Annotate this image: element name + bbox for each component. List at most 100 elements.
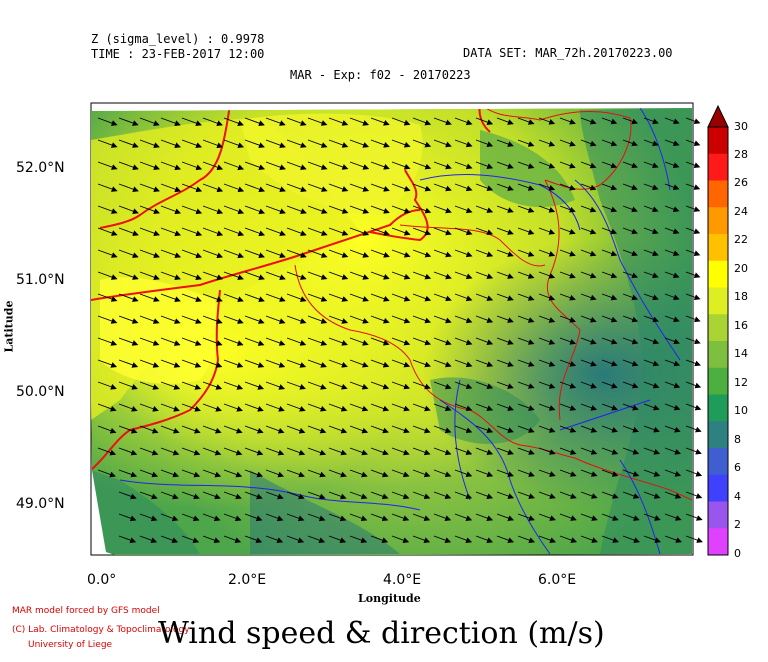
wind-arrow [265, 139, 286, 149]
wind-arrow [97, 271, 118, 280]
wind-arrow [349, 469, 368, 478]
wind-arrow [412, 447, 431, 456]
wind-arrow [202, 337, 223, 346]
wind-arrow [538, 227, 556, 235]
wind-arrow [160, 249, 182, 259]
wind-arrow [496, 183, 514, 191]
lon-tick-2: 2.0°E [228, 572, 267, 588]
wind-arrow [244, 161, 266, 171]
wind-arrow [622, 469, 640, 477]
wind-arrow [685, 469, 703, 477]
wind-arrow [391, 271, 411, 280]
wind-arrow [475, 161, 494, 170]
wind-arrow [265, 469, 285, 478]
wind-arrow [433, 425, 452, 434]
wind-arrow [412, 227, 432, 236]
wind-arrow [349, 117, 370, 126]
wind-arrow [370, 425, 389, 434]
wind-arrow [181, 139, 203, 149]
wind-arrow [370, 161, 390, 170]
wind-arrow [160, 315, 181, 324]
wind-arrow [307, 381, 327, 390]
wind-arrow [475, 249, 494, 258]
wind-arrow [664, 293, 680, 301]
wind-arrow [664, 425, 681, 433]
wind-arrow [580, 249, 597, 257]
wind-arrow [181, 469, 201, 478]
wind-arrow [454, 293, 473, 302]
wind-arrow [580, 161, 597, 169]
wind-arrow [286, 293, 307, 302]
colorbar-label: 16 [734, 319, 748, 332]
colorbar-label: 10 [734, 404, 748, 417]
wind-arrow [160, 535, 179, 544]
colorbar-swatch [708, 394, 728, 422]
wind-arrow [160, 359, 181, 368]
wind-arrow [307, 491, 326, 500]
wind-arrow [601, 315, 618, 323]
wind-arrow [601, 491, 619, 499]
wind-arrow [559, 469, 577, 477]
wind-arrow [559, 337, 577, 345]
wind-arrow [412, 183, 432, 192]
wind-arrow [433, 117, 452, 126]
wind-arrow [664, 249, 680, 257]
wind-arrow [433, 381, 452, 390]
wind-arrow [223, 271, 244, 281]
wind-arrow [454, 205, 473, 214]
wind-arrow [454, 425, 473, 434]
wind-arrow [328, 117, 349, 126]
wind-arrow [412, 337, 432, 346]
wind-arrow [433, 403, 452, 412]
wind-arrow [664, 403, 681, 411]
wind-arrow [265, 535, 284, 544]
wind-arrow [118, 271, 139, 280]
wind-arrow [307, 447, 327, 456]
wind-arrow [685, 293, 701, 301]
wind-arrow [496, 293, 514, 301]
wind-arrow [454, 271, 473, 280]
colorbar-label: 6 [734, 461, 741, 474]
wind-arrow [244, 315, 265, 324]
wind-arrow [433, 183, 452, 192]
wind-arrow [307, 271, 328, 280]
wind-arrow [370, 315, 390, 324]
wind-arrow [118, 513, 137, 522]
wind-arrow [433, 315, 452, 324]
wind-arrow [622, 491, 640, 499]
colorbar-swatch [708, 153, 728, 181]
wind-arrow [517, 469, 535, 477]
wind-arrow [391, 403, 410, 412]
wind-arrow [433, 337, 452, 346]
wind-arrow [496, 425, 514, 433]
wind-arrow [181, 227, 203, 237]
colorbar-label: 14 [734, 347, 748, 360]
wind-arrow [538, 491, 556, 499]
wind-arrow [181, 535, 200, 544]
wind-arrow [412, 117, 432, 126]
wind-arrow [496, 491, 515, 499]
wind-arrow [433, 293, 452, 302]
wind-arrow [412, 161, 432, 170]
wind-arrow [622, 315, 639, 323]
wind-arrow [223, 227, 245, 237]
wind-arrow [286, 425, 306, 434]
wind-arrow [496, 535, 515, 543]
wind-arrow [538, 249, 556, 257]
wind-arrow [643, 249, 659, 257]
wind-arrow [265, 205, 286, 215]
wind-arrow [664, 205, 680, 213]
wind-arrow [160, 293, 181, 303]
wind-arrow [433, 227, 452, 236]
colorbar-label: 28 [734, 148, 748, 161]
wind-arrow [580, 117, 597, 125]
wind-arrow [454, 227, 473, 236]
wind-arrow [181, 491, 200, 500]
wind-arrow [97, 315, 118, 324]
wind-arrow [223, 403, 243, 412]
wind-arrow [664, 447, 681, 455]
wind-arrow [496, 469, 514, 477]
wind-arrow [286, 469, 305, 478]
lab-credit: (C) Lab. Climatology & Topoclimatology [12, 625, 190, 635]
